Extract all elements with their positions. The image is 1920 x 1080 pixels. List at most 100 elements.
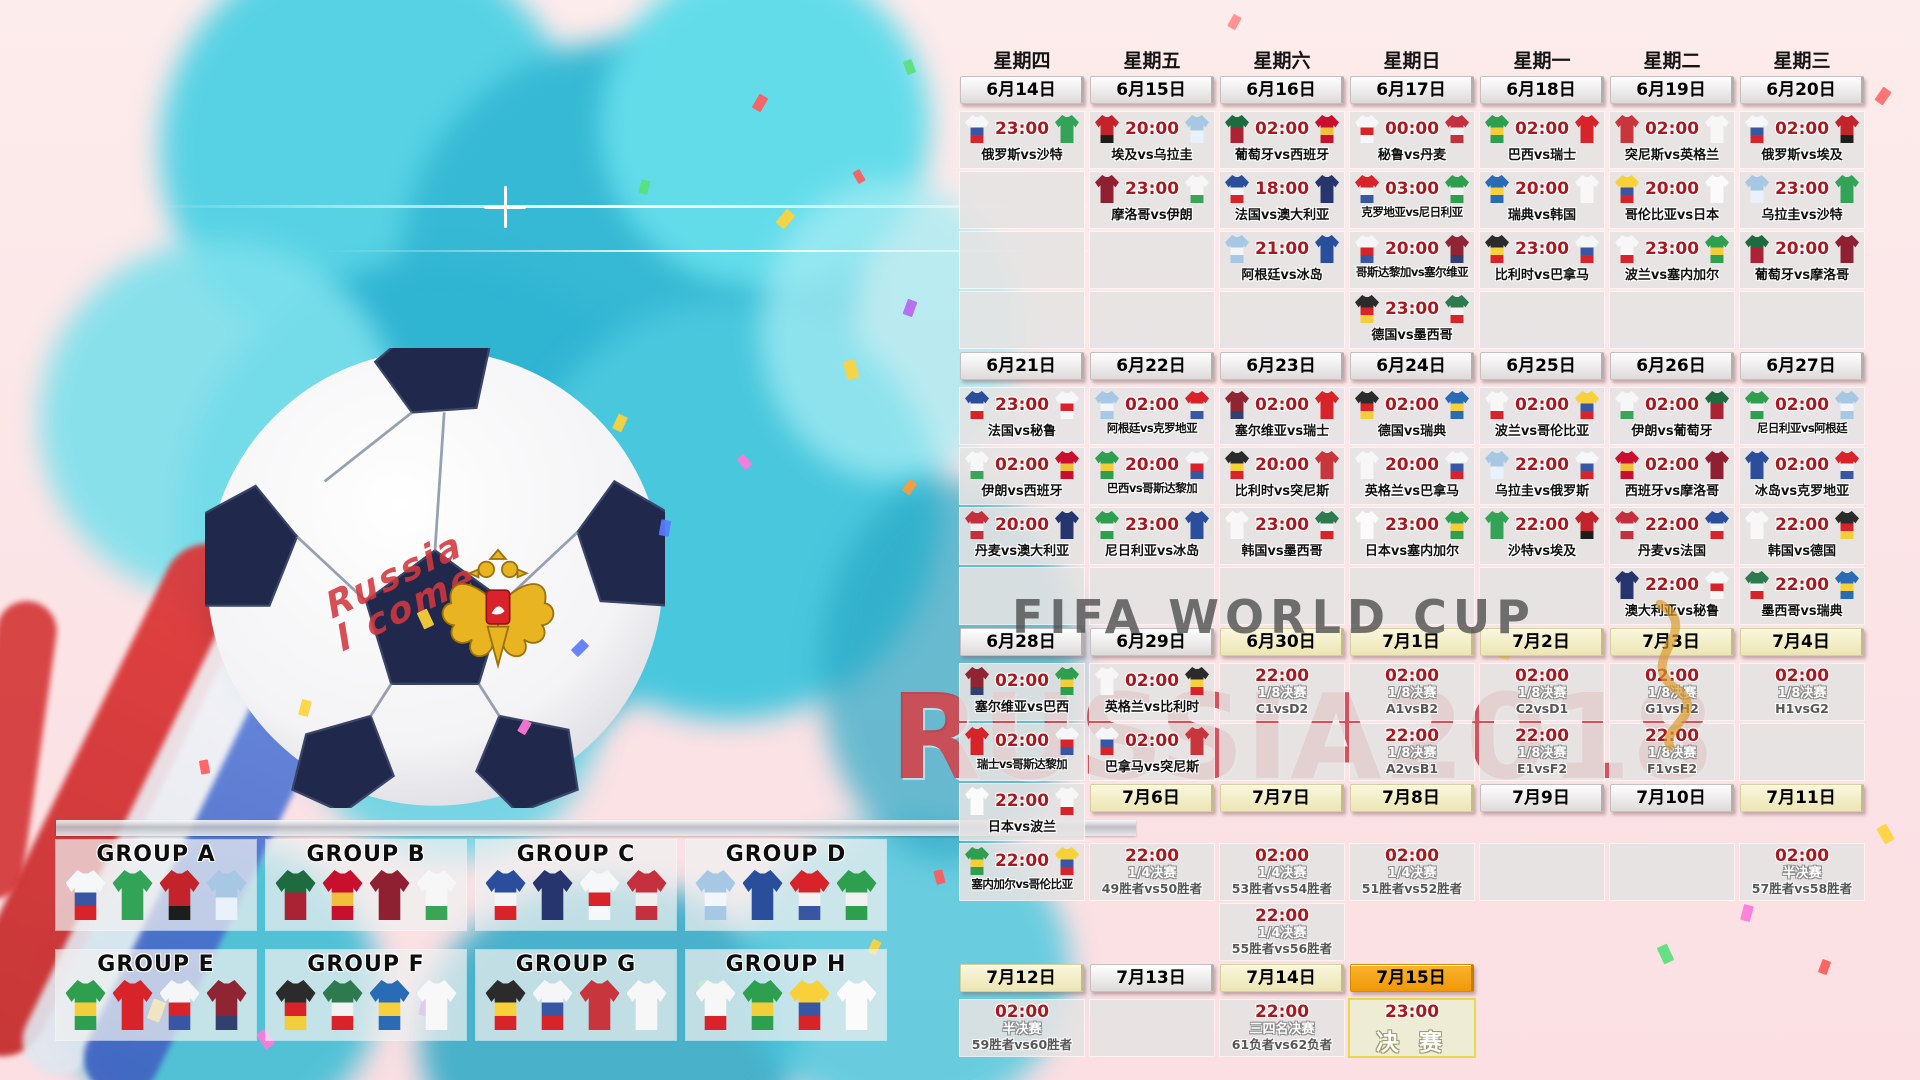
date-button[interactable]: 6月24日	[1350, 352, 1474, 380]
jersey-icon	[1705, 571, 1729, 599]
divider-bar	[56, 820, 1136, 836]
match-slot: 23:00 法国vs秘鲁	[960, 388, 1084, 444]
group-jersey-icon	[416, 870, 457, 920]
date-button[interactable]: 7月10日	[1610, 784, 1734, 812]
date-button[interactable]: 7月13日	[1090, 964, 1214, 992]
match-time: 02:00	[1124, 671, 1180, 691]
date-button[interactable]: 6月27日	[1740, 352, 1864, 380]
jersey-icon	[1835, 451, 1859, 479]
match-slot: 22:00 塞内加尔vs哥伦比亚	[960, 844, 1084, 900]
match-slot: 7月11日	[1740, 784, 1864, 840]
date-button[interactable]: 7月2日	[1480, 628, 1604, 656]
empty-cell	[1480, 292, 1604, 348]
matchup-label: H1vsG2	[1775, 701, 1829, 716]
date-button[interactable]: 6月18日	[1480, 76, 1604, 104]
match-teams: 冰岛vs克罗地亚	[1754, 484, 1850, 499]
weekday-label: 星期六	[1253, 50, 1311, 72]
final-stage-label: 决 赛	[1375, 1030, 1448, 1056]
jersey-icon	[1315, 115, 1339, 143]
match-cell: 02:00 伊朗vs西班牙	[960, 448, 1084, 504]
match-row: 23:00 法国vs秘鲁 02:00 阿根廷vs克罗地亚 02:00 塞尔维亚vs瑞士 02…	[960, 388, 1864, 444]
match-cell: 20:00 哥斯达黎加vs塞尔维亚	[1350, 232, 1474, 288]
match-top: 20:00	[1220, 448, 1344, 479]
match-teams: 俄罗斯vs沙特	[981, 148, 1063, 163]
match-cell: 22:00 韩国vs德国	[1740, 508, 1864, 564]
date-button[interactable]: 6月28日	[960, 628, 1084, 656]
match-slot: 02:00 伊朗vs葡萄牙	[1610, 388, 1734, 444]
match-cell: 22:00 墨西哥vs瑞典	[1740, 568, 1864, 624]
group-jerseys	[686, 870, 886, 920]
empty-cell	[1220, 724, 1344, 780]
matchup-label: E1vsF2	[1516, 761, 1568, 776]
date-button[interactable]: 6月19日	[1610, 76, 1734, 104]
group-jerseys	[266, 870, 466, 920]
match-teams: 比利时vs突尼斯	[1234, 484, 1330, 499]
date-button[interactable]: 6月21日	[960, 352, 1084, 380]
match-cell: 20:00 埃及vs乌拉圭	[1090, 112, 1214, 168]
date-button[interactable]: 6月22日	[1090, 352, 1214, 380]
match-time: 20:00	[1514, 179, 1570, 199]
stage-label: 1/8决赛	[1517, 746, 1567, 761]
match-row: 21:00 阿根廷vs冰岛 20:00 哥斯达黎加vs塞尔维亚 23:00 比利时vs巴拿…	[960, 232, 1864, 288]
date-button[interactable]: 7月6日	[1090, 784, 1214, 812]
date-button[interactable]: 7月1日	[1350, 628, 1474, 656]
match-slot: 22:00 沙特vs埃及	[1480, 508, 1604, 564]
group-jersey-icon	[836, 870, 877, 920]
match-slot: 02:00 巴拿马vs突尼斯	[1090, 724, 1214, 780]
date-button[interactable]: 6月26日	[1610, 352, 1734, 380]
jersey-icon	[1485, 391, 1509, 419]
match-teams: 瑞典vs韩国	[1507, 208, 1577, 223]
date-button[interactable]: 6月20日	[1740, 76, 1864, 104]
empty-cell	[1350, 568, 1474, 624]
jersey-icon	[1355, 235, 1379, 263]
group-jersey-icon	[322, 980, 363, 1030]
date-button[interactable]: 7月15日	[1350, 964, 1474, 992]
jersey-icon	[1615, 391, 1639, 419]
date-button[interactable]: 6月17日	[1350, 76, 1474, 104]
match-slot: 02:00 葡萄牙vs西班牙	[1220, 112, 1344, 168]
match-cell: 22:00 乌拉圭vs俄罗斯	[1480, 448, 1604, 504]
date-button[interactable]: 6月14日	[960, 76, 1084, 104]
match-teams: 法国vs澳大利亚	[1234, 208, 1330, 223]
date-button[interactable]: 7月8日	[1350, 784, 1474, 812]
knockout-cell: 02:00 1/8决赛 H1vsG2	[1740, 664, 1864, 720]
date-button[interactable]: 7月11日	[1740, 784, 1864, 812]
date-button[interactable]: 7月9日	[1480, 784, 1604, 812]
date-button[interactable]: 6月29日	[1090, 628, 1214, 656]
empty-cell	[1740, 292, 1864, 348]
date-slot: 7月4日	[1740, 628, 1864, 656]
jersey-icon	[965, 115, 989, 143]
date-button[interactable]: 6月16日	[1220, 76, 1344, 104]
date-button[interactable]: 6月25日	[1480, 352, 1604, 380]
match-teams: 波兰vs哥伦比亚	[1494, 424, 1590, 439]
date-button[interactable]: 7月4日	[1740, 628, 1864, 656]
match-slot: 02:00 塞尔维亚vs巴西	[960, 664, 1084, 720]
match-time: 02:00	[1644, 119, 1700, 139]
jersey-icon	[1355, 115, 1379, 143]
match-slot	[1350, 568, 1474, 624]
date-button[interactable]: 6月30日	[1220, 628, 1344, 656]
date-button[interactable]: 6月15日	[1090, 76, 1214, 104]
match-time: 20:00	[1774, 239, 1830, 259]
match-top: 22:00	[1480, 508, 1604, 539]
match-slot: 02:00 半决赛 59胜者vs60胜者	[960, 1000, 1084, 1056]
jersey-icon	[1445, 235, 1469, 263]
date-button[interactable]: 7月12日	[960, 964, 1084, 992]
match-slot: 22:00 三四名决赛 61负者vs62负者	[1220, 1000, 1344, 1056]
knockout-cell: 22:00 1/4决赛 55胜者vs56胜者	[1220, 904, 1344, 960]
match-teams: 伊朗vs葡萄牙	[1631, 424, 1713, 439]
date-slot: 6月24日	[1350, 352, 1474, 380]
date-button[interactable]: 7月7日	[1220, 784, 1344, 812]
match-slot	[1090, 292, 1214, 348]
date-button[interactable]: 6月23日	[1220, 352, 1344, 380]
jersey-icon	[1055, 787, 1079, 815]
match-slot: 20:00 比利时vs突尼斯	[1220, 448, 1344, 504]
group-jersey-icon	[579, 870, 620, 920]
jersey-icon	[1705, 451, 1729, 479]
match-slot: 02:00 突尼斯vs英格兰	[1610, 112, 1734, 168]
date-button[interactable]: 7月14日	[1220, 964, 1344, 992]
match-row: 23:00 摩洛哥vs伊朗 18:00 法国vs澳大利亚 03:00 克罗地亚vs尼日利亚…	[960, 172, 1864, 228]
group-jersey-icon	[742, 980, 783, 1030]
match-top: 02:00	[1090, 664, 1214, 695]
match-slot: 23:00 乌拉圭vs沙特	[1740, 172, 1864, 228]
